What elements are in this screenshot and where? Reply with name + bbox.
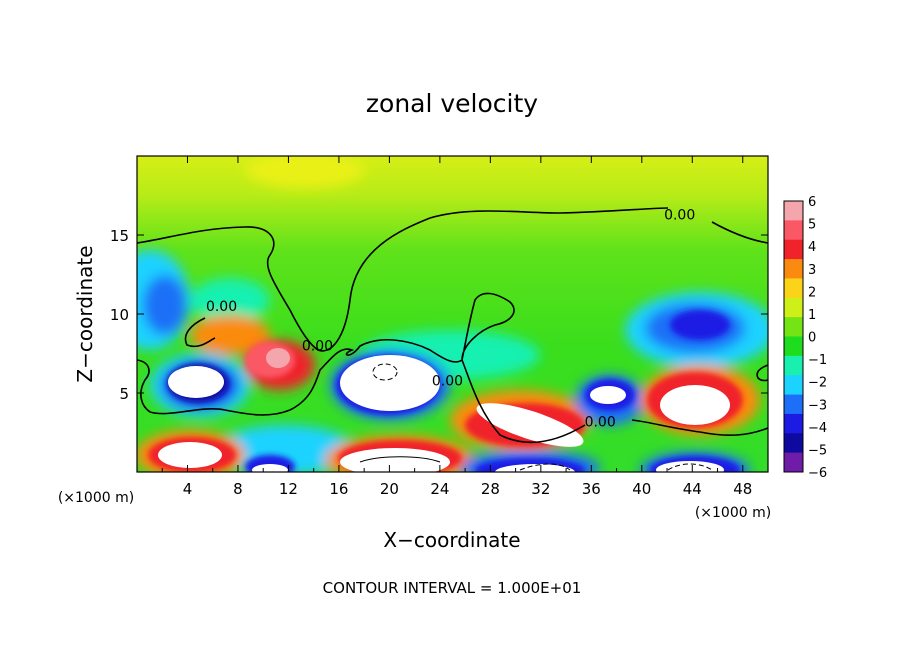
x-tick-label: 16 (329, 480, 348, 498)
negative-contours (372, 363, 713, 471)
contour-label: 0.00 (432, 373, 463, 389)
x-tick-label: 20 (380, 480, 399, 498)
colorbar-swatch (784, 317, 803, 337)
colorbar-swatch (784, 413, 803, 434)
dashed-contour-3 (667, 463, 713, 471)
colorbar-swatch (784, 278, 803, 299)
dashed-contour-1 (372, 363, 398, 381)
x-axis: 4 8 12 16 20 24 28 32 36 40 44 48 (161, 156, 752, 498)
colorbar-tick-label: 0 (808, 331, 816, 346)
plot-area: 0.00 0.00 0.00 0.00 0.00 (137, 156, 768, 472)
contour-lower (461, 359, 586, 444)
x-unit-right: (×1000 m) (695, 505, 771, 521)
colorbar-tick-label: 6 (808, 195, 816, 210)
y-tick-label: 15 (110, 227, 129, 245)
colorbar-swatch (784, 452, 803, 473)
x-tick-label: 24 (430, 480, 449, 498)
x-unit-left: (×1000 m) (58, 490, 134, 506)
colorbar-frame (783, 200, 804, 473)
colorbar-swatch (784, 433, 803, 454)
contour-label: 0.00 (302, 339, 333, 355)
colorbar-tick-label: −5 (808, 443, 827, 458)
colorbar-swatch (784, 375, 803, 396)
solid-inner-contour (359, 456, 441, 463)
dashed-contour-2 (519, 463, 571, 471)
contour-labels: 0.00 0.00 0.00 0.00 0.00 (206, 207, 695, 430)
contour-right-edge (756, 364, 768, 382)
y-tick-label: 5 (119, 385, 129, 403)
x-tick-label: 8 (233, 480, 243, 498)
x-tick-label: 12 (279, 480, 298, 498)
contour-label: 0.00 (206, 299, 237, 315)
colorbar-tick-label: 2 (808, 285, 816, 300)
colorbar-tick-label: −2 (808, 376, 827, 391)
colorbar-tick-label: −3 (808, 398, 827, 413)
x-tick-label: 36 (582, 480, 601, 498)
contour-lower-right (631, 419, 768, 436)
x-tick-label: 44 (683, 480, 702, 498)
velocity-extremes (158, 348, 730, 472)
x-tick-label: 40 (632, 480, 651, 498)
colorbar-tick-label: 3 (808, 263, 816, 278)
colorbar-swatch (784, 394, 803, 415)
colorbar-swatch (784, 355, 803, 376)
colorbar-swatch (784, 239, 803, 260)
colorbar-swatch (784, 220, 803, 241)
colorbar: 6 5 4 3 2 1 0 −1 −2 −3 −4 −5 −6 (783, 195, 827, 481)
colorbar-tick-label: 4 (808, 240, 816, 255)
colorbar-tick-label: −6 (808, 466, 827, 481)
colorbar-swatch (784, 201, 803, 221)
contour-left-lobe (184, 317, 216, 348)
colorbar-tick-label: 5 (808, 218, 816, 233)
x-tick-label: 4 (183, 480, 193, 498)
x-axis-label: X−coordinate (383, 528, 520, 552)
contour-upper (137, 207, 669, 352)
x-tick-label: 28 (481, 480, 500, 498)
zero-contours (137, 207, 768, 444)
colorbar-swatch (784, 336, 803, 357)
contour-interval-note: CONTOUR INTERVAL = 1.000E+01 (323, 579, 582, 597)
y-tick-label: 10 (110, 306, 129, 324)
colorbar-tick-label: −1 (808, 353, 827, 368)
colorbar-swatch (784, 297, 803, 318)
contour-left (137, 292, 515, 416)
y-axis: 5 10 15 (110, 227, 768, 403)
colorbar-swatch (784, 259, 803, 279)
contour-label: 0.00 (585, 414, 616, 430)
x-tick-label: 32 (531, 480, 550, 498)
x-tick-label: 48 (733, 480, 752, 498)
colorbar-tick-label: −4 (808, 421, 827, 436)
contour-upper-right (711, 221, 768, 244)
y-axis-label: Z−coordinate (73, 245, 97, 382)
colorbar-tick-label: 1 (808, 308, 816, 323)
contour-label: 0.00 (664, 207, 695, 223)
chart-title: zonal velocity (366, 89, 538, 118)
